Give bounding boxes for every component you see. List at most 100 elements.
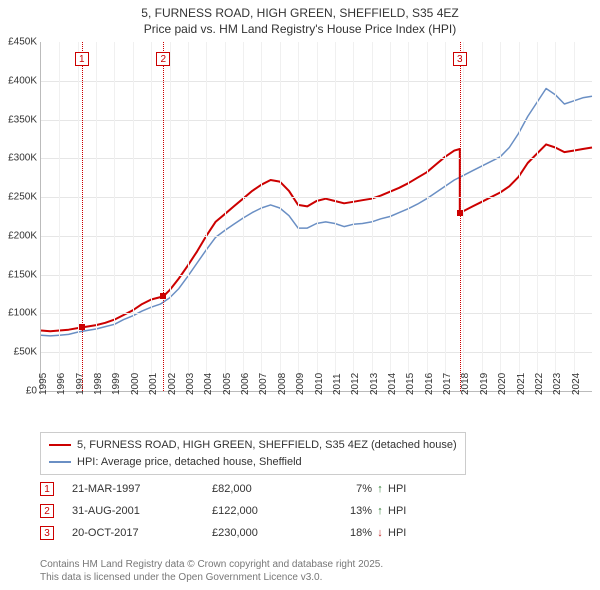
- sale-price: £122,000: [212, 505, 332, 517]
- sale-row-badge: 3: [40, 526, 54, 540]
- sale-row-badge: 1: [40, 482, 54, 496]
- x-tick-label: 2013: [369, 373, 380, 395]
- sale-date: 21-MAR-1997: [72, 483, 212, 495]
- gridline-v: [59, 42, 60, 391]
- x-tick-label: 2006: [240, 373, 251, 395]
- x-tick-label: 2024: [571, 373, 582, 395]
- x-tick-label: 2023: [552, 373, 563, 395]
- gridline-v: [261, 42, 262, 391]
- gridline-v: [445, 42, 446, 391]
- x-tick-label: 2010: [314, 373, 325, 395]
- sales-table: 121-MAR-1997£82,0007%↑HPI231-AUG-2001£12…: [40, 478, 428, 544]
- footer-attribution: Contains HM Land Registry data © Crown c…: [40, 558, 383, 584]
- x-tick-label: 2002: [167, 373, 178, 395]
- y-tick-label: £100K: [3, 308, 41, 319]
- x-tick-label: 2011: [332, 373, 343, 395]
- y-tick-label: £200K: [3, 230, 41, 241]
- y-tick-label: £0: [3, 386, 41, 397]
- gridline-v: [114, 42, 115, 391]
- sale-price: £82,000: [212, 483, 332, 495]
- legend-swatch: [49, 444, 71, 446]
- gridline-v: [78, 42, 79, 391]
- x-tick-label: 2007: [258, 373, 269, 395]
- sale-hpi-label: HPI: [388, 505, 428, 517]
- x-tick-label: 2003: [185, 373, 196, 395]
- legend-swatch: [49, 461, 71, 463]
- title-line-1: 5, FURNESS ROAD, HIGH GREEN, SHEFFIELD, …: [10, 6, 590, 22]
- gridline-v: [317, 42, 318, 391]
- legend: 5, FURNESS ROAD, HIGH GREEN, SHEFFIELD, …: [40, 432, 466, 475]
- sale-marker-point: [457, 210, 463, 216]
- gridline-v: [96, 42, 97, 391]
- gridline-v: [500, 42, 501, 391]
- arrow-icon: ↓: [372, 527, 388, 539]
- x-tick-label: 1996: [56, 373, 67, 395]
- x-tick-label: 2005: [222, 373, 233, 395]
- gridline-v: [372, 42, 373, 391]
- sale-row: 320-OCT-2017£230,00018%↓HPI: [40, 522, 428, 544]
- sale-pct: 13%: [332, 505, 372, 517]
- x-tick-label: 2020: [497, 373, 508, 395]
- footer-line: Contains HM Land Registry data © Crown c…: [40, 558, 383, 571]
- gridline-v: [482, 42, 483, 391]
- sale-pct: 7%: [332, 483, 372, 495]
- y-tick-label: £300K: [3, 153, 41, 164]
- footer-line: This data is licensed under the Open Gov…: [40, 571, 383, 584]
- title-line-2: Price paid vs. HM Land Registry's House …: [10, 22, 590, 38]
- x-tick-label: 2021: [516, 373, 527, 395]
- arrow-icon: ↑: [372, 483, 388, 495]
- y-tick-label: £250K: [3, 192, 41, 203]
- x-tick-label: 2004: [203, 373, 214, 395]
- x-tick-label: 2022: [534, 373, 545, 395]
- gridline-v: [537, 42, 538, 391]
- sale-marker-line: [82, 42, 83, 391]
- sale-hpi-label: HPI: [388, 483, 428, 495]
- x-tick-label: 2018: [460, 373, 471, 395]
- y-tick-label: £450K: [3, 37, 41, 48]
- sale-date: 20-OCT-2017: [72, 527, 212, 539]
- sale-marker-badge: 2: [156, 52, 170, 66]
- gridline-v: [170, 42, 171, 391]
- sale-date: 31-AUG-2001: [72, 505, 212, 517]
- x-tick-label: 1997: [75, 373, 86, 395]
- y-tick-label: £400K: [3, 75, 41, 86]
- price-chart: £0£50K£100K£150K£200K£250K£300K£350K£400…: [40, 42, 592, 392]
- sale-marker-line: [163, 42, 164, 391]
- x-tick-label: 2016: [424, 373, 435, 395]
- sale-marker-badge: 3: [453, 52, 467, 66]
- gridline-v: [574, 42, 575, 391]
- gridline-v: [206, 42, 207, 391]
- gridline-v: [390, 42, 391, 391]
- legend-label: 5, FURNESS ROAD, HIGH GREEN, SHEFFIELD, …: [77, 437, 457, 454]
- x-tick-label: 2000: [130, 373, 141, 395]
- legend-item: HPI: Average price, detached house, Shef…: [49, 454, 457, 471]
- gridline-v: [463, 42, 464, 391]
- gridline-v: [225, 42, 226, 391]
- gridline-v: [408, 42, 409, 391]
- gridline-v: [133, 42, 134, 391]
- x-tick-label: 2001: [148, 373, 159, 395]
- sale-marker-point: [79, 324, 85, 330]
- sale-row: 2 31-AUG-2001£122,00013%↑HPI: [40, 500, 428, 522]
- chart-title: 5, FURNESS ROAD, HIGH GREEN, SHEFFIELD, …: [0, 0, 600, 39]
- x-tick-label: 2009: [295, 373, 306, 395]
- sale-row: 1 21-MAR-1997£82,0007%↑HPI: [40, 478, 428, 500]
- x-tick-label: 2019: [479, 373, 490, 395]
- gridline-v: [353, 42, 354, 391]
- sale-hpi-label: HPI: [388, 527, 428, 539]
- gridline-v: [427, 42, 428, 391]
- y-tick-label: £150K: [3, 269, 41, 280]
- sale-pct: 18%: [332, 527, 372, 539]
- sale-marker-badge: 1: [75, 52, 89, 66]
- gridline-v: [151, 42, 152, 391]
- gridline-v: [188, 42, 189, 391]
- gridline-v: [298, 42, 299, 391]
- x-tick-label: 2014: [387, 373, 398, 395]
- sale-marker-point: [160, 293, 166, 299]
- arrow-icon: ↑: [372, 505, 388, 517]
- x-tick-label: 2015: [405, 373, 416, 395]
- x-tick-label: 2012: [350, 373, 361, 395]
- legend-label: HPI: Average price, detached house, Shef…: [77, 454, 302, 471]
- sale-row-badge: 2: [40, 504, 54, 518]
- gridline-v: [243, 42, 244, 391]
